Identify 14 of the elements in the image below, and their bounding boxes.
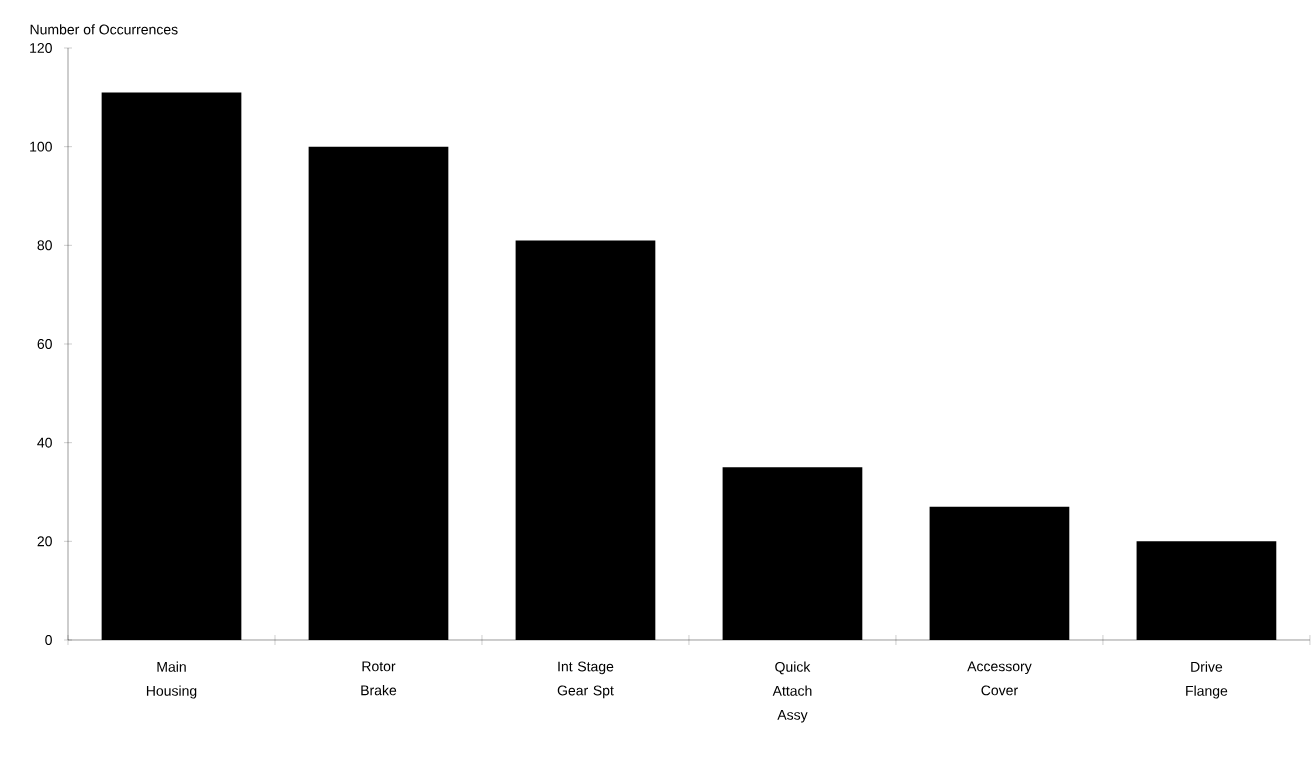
y-tick-label: 40 bbox=[37, 437, 52, 448]
x-tick-label: Quick Attach Assy bbox=[772, 661, 812, 723]
y-tick-label: 0 bbox=[45, 635, 52, 645]
y-tick-label: 120 bbox=[30, 43, 52, 53]
x-tick-label: Rotor Brake bbox=[361, 661, 397, 696]
x-tick-label: Drive Flange bbox=[1186, 661, 1228, 699]
x-tick-label: Accessory Cover bbox=[967, 661, 1032, 696]
x-tick-label: Main Housing bbox=[146, 661, 197, 699]
y-tick-label: 60 bbox=[37, 339, 52, 349]
y-tick-label: 100 bbox=[30, 141, 52, 152]
y-axis-title: Number of Occurrences bbox=[30, 24, 178, 35]
x-tick-label: Int Stage Gear Spt bbox=[557, 661, 614, 699]
y-tick-label: 20 bbox=[37, 536, 52, 547]
y-tick-label: 80 bbox=[37, 240, 52, 251]
